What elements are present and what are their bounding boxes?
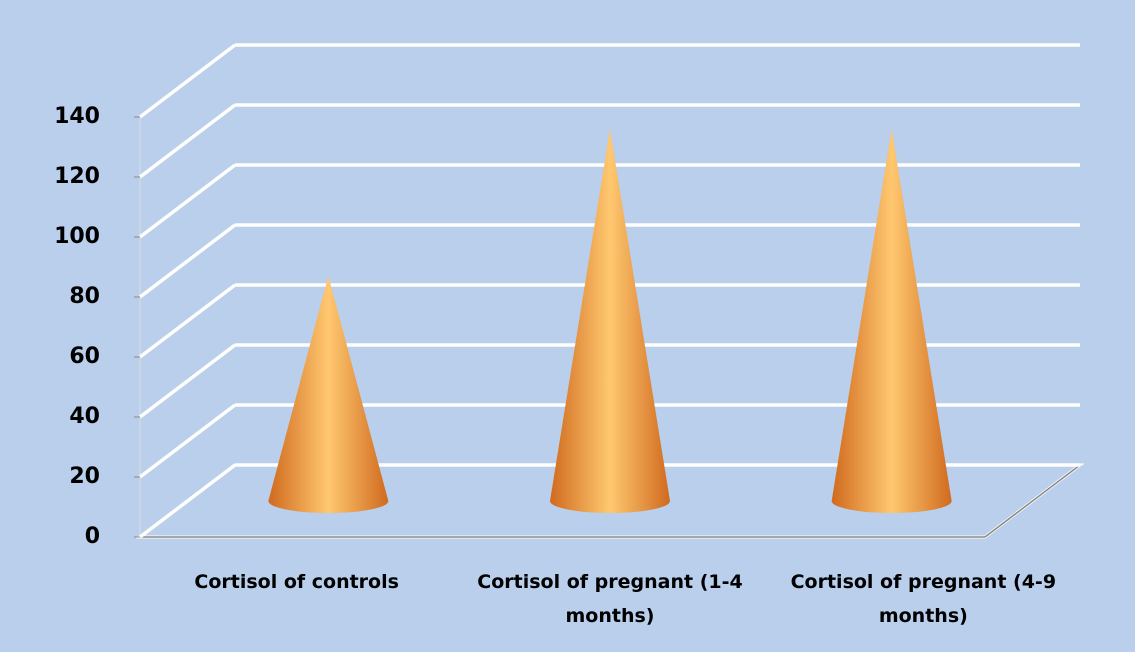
cone — [268, 276, 389, 513]
grid-line — [138, 163, 237, 239]
grid-line — [138, 103, 237, 179]
grid-line — [138, 283, 237, 359]
cone — [550, 129, 670, 513]
cone — [831, 129, 952, 513]
grid-line — [138, 223, 237, 299]
y-tick-label: 0 — [85, 524, 100, 549]
y-tick-label: 40 — [69, 404, 100, 429]
x-tick-label: Cortisol of pregnant (1-4 months) — [477, 571, 743, 627]
x-tick-label: Cortisol of controls — [194, 571, 399, 593]
y-tick-label: 120 — [54, 164, 100, 189]
grid-line — [138, 403, 237, 479]
x-tick-label: Cortisol of pregnant (4-9 months) — [790, 571, 1057, 627]
y-tick-label: 80 — [69, 284, 100, 309]
grid-line — [138, 343, 237, 419]
y-tick-label: 60 — [69, 344, 100, 369]
grid-line — [138, 463, 237, 539]
y-tick-label: 20 — [69, 464, 100, 489]
axis-line — [984, 464, 1081, 538]
y-tick-label: 140 — [54, 104, 100, 129]
y-tick-label: 100 — [54, 224, 100, 249]
grid-line — [138, 43, 237, 119]
